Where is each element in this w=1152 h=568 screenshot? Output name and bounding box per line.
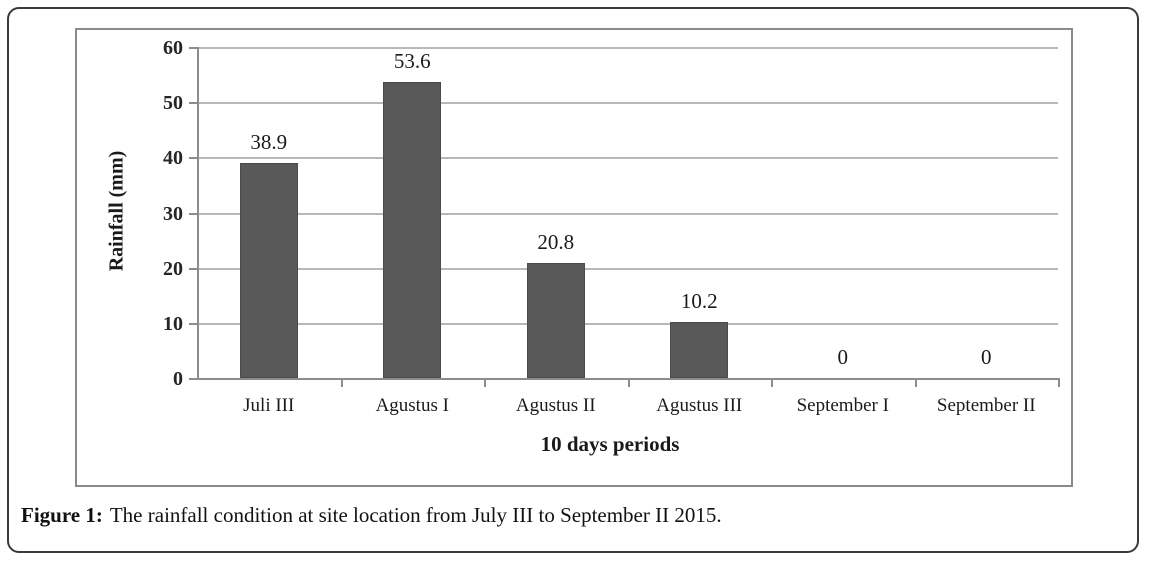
gridline-60: [199, 47, 1058, 49]
figure-caption-label: Figure 1:: [21, 503, 103, 527]
x-category-label: Agustus II: [515, 395, 596, 416]
y-axis-line: [197, 47, 199, 380]
x-tick-4: [771, 378, 773, 387]
x-category-label: Juli III: [243, 395, 295, 416]
y-tick-label-10: 10: [163, 312, 183, 335]
x-tick-3: [627, 378, 630, 387]
x-category-label: Agustus III: [656, 395, 743, 416]
figure-card: Rainfall (mm) 10 days periods 0 10 20 30 40 5…: [7, 7, 1139, 553]
x-category-label: Agustus I: [375, 395, 449, 416]
x-category-label: September I: [796, 395, 889, 416]
x-tick-5: [914, 378, 917, 387]
gridline-10: [199, 322, 1058, 325]
y-tick-label-0: 0: [173, 368, 183, 390]
bar-agustus-ii: [526, 263, 585, 378]
y-tick-30: [189, 212, 197, 215]
x-axis-title: 10 days periods: [540, 432, 680, 456]
y-tick-label-20: 20: [163, 257, 183, 280]
y-tick-0: [189, 378, 197, 380]
y-tick-40: [189, 157, 197, 160]
bar-value-label: 53.6: [393, 49, 431, 74]
y-tick-label-50: 50: [163, 92, 183, 115]
bar-value-label: 0: [837, 345, 849, 369]
x-tick-2: [484, 378, 486, 387]
gridline-40: [199, 157, 1058, 160]
y-tick-label-60: 60: [163, 37, 183, 59]
x-category-label: September II: [936, 395, 1036, 416]
y-tick-label-30: 30: [163, 202, 183, 225]
gridline-50: [199, 102, 1058, 105]
y-tick-label-40: 40: [163, 147, 183, 170]
gridline-30: [199, 212, 1058, 215]
bar-value-label: 38.9: [250, 130, 288, 155]
y-tick-50: [189, 102, 197, 105]
bar-value-label: 20.8: [537, 230, 575, 255]
x-tick-1: [340, 378, 343, 387]
y-tick-10: [189, 322, 197, 325]
gridline-20: [199, 267, 1058, 270]
chart-panel: Rainfall (mm) 10 days periods 0 10 20 30 40 5…: [75, 28, 1073, 487]
bar-juli-iii: [239, 163, 298, 378]
bar-agustus-iii: [670, 321, 729, 378]
figure-caption-text: The rainfall condition at site location …: [109, 503, 722, 527]
x-tick-6: [1058, 378, 1060, 387]
bar-value-label: 0: [981, 345, 992, 369]
figure-caption: Figure 1: The rainfall condition at site …: [21, 503, 722, 528]
y-tick-60: [189, 47, 197, 49]
bar-agustus-i: [383, 82, 442, 378]
x-axis-line: [197, 378, 1060, 380]
bar-value-label: 10.2: [680, 288, 718, 313]
y-tick-20: [189, 267, 197, 270]
